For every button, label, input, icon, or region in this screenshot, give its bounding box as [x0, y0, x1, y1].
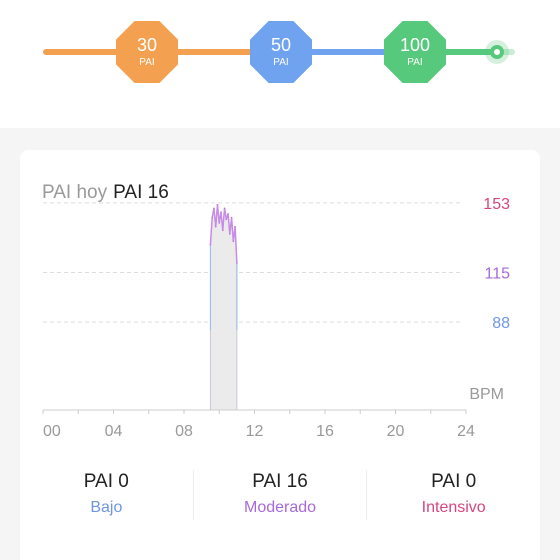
unit-label: BPM [469, 386, 504, 403]
x-tick-label: 20 [387, 423, 405, 440]
heart-rate-point [230, 216, 233, 219]
heart-rate-point [213, 207, 215, 210]
stat-intense-label: Intensivo [421, 499, 486, 516]
heart-rate-point [220, 211, 222, 213]
stat-low-value: PAI 0 [83, 471, 129, 492]
heart-rate-line [209, 204, 238, 264]
milestone-50-badge: 50 PAI [250, 21, 312, 83]
milestone-30-badge: 30 PAI [116, 21, 178, 83]
heart-rate-point [221, 229, 224, 232]
stat-moderate-label: Moderado [243, 499, 317, 516]
stat-low: PAI 0 Bajo [20, 470, 194, 520]
pai-today-card: PAI hoy PAI 16 153 115 88 BPM 00 04 08 12 16 20 24 … [20, 150, 540, 560]
reference-label: 88 [492, 315, 510, 332]
milestone-value: 100 [399, 35, 431, 55]
card-title-value: PAI 16 [113, 182, 169, 203]
pai-stats-row: PAI 0 Bajo PAI 16 Moderado PAI 0 Intensi… [20, 470, 540, 520]
reference-label: 115 [484, 266, 510, 283]
milestone-value: 30 [136, 35, 158, 55]
stat-low-label: Bajo [90, 499, 123, 516]
card-title-label: PAI hoy [42, 182, 108, 203]
milestone-unit: PAI [273, 57, 289, 68]
milestone-unit: PAI [139, 57, 155, 68]
milestone-value: 50 [270, 35, 292, 55]
heart-rate-point [218, 222, 221, 224]
reference-label: 153 [483, 196, 510, 213]
milestone-unit: PAI [407, 57, 423, 68]
stat-moderate-value: PAI 16 [252, 471, 308, 492]
x-tick-label: 12 [246, 423, 264, 440]
stat-intense-value: PAI 0 [431, 471, 477, 492]
heart-rate-point [211, 216, 213, 219]
heart-rate-point [214, 225, 217, 228]
x-tick-label: 16 [316, 423, 334, 440]
heart-rate-point [225, 218, 228, 221]
heart-rate-point [227, 213, 229, 215]
x-tick-label: 24 [457, 423, 475, 440]
heart-rate-point [229, 233, 231, 235]
heart-rate-point [216, 203, 219, 206]
pai-progress-band: 30 PAI 50 PAI 100 PAI [0, 0, 560, 128]
heart-rate-point [232, 240, 235, 243]
heart-rate-point [223, 207, 226, 210]
stat-intense: PAI 0 Intensivo [367, 470, 540, 520]
stat-moderate: PAI 16 Moderado [194, 470, 368, 520]
milestone-100-badge: 100 PAI [384, 21, 446, 83]
card-title: PAI hoy PAI 16 [42, 182, 169, 204]
x-tick-label: 04 [105, 423, 123, 440]
x-tick-label: 00 [43, 423, 61, 440]
heart-rate-point [234, 225, 236, 228]
heart-rate-chart[interactable]: 153 115 88 BPM 00 04 08 12 16 20 24 [20, 150, 540, 450]
x-tick-label: 08 [175, 423, 193, 440]
progress-marker-center [494, 49, 500, 55]
